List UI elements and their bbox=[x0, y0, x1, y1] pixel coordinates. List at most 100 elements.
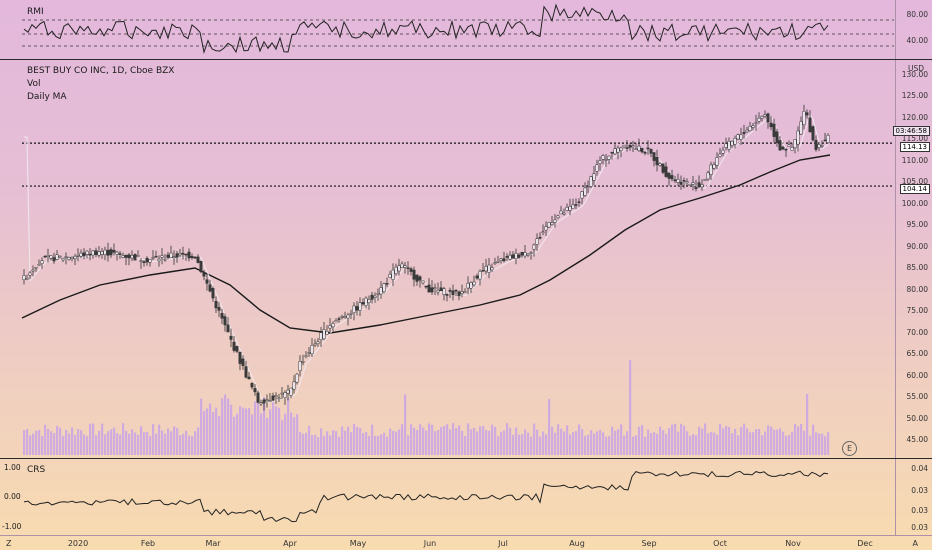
volume-bar bbox=[773, 429, 776, 455]
candle-body bbox=[310, 345, 314, 355]
volume-bar bbox=[713, 432, 716, 455]
volume-bar bbox=[689, 435, 692, 455]
candle-body bbox=[676, 178, 680, 183]
candle-body bbox=[202, 272, 206, 277]
candle-body bbox=[61, 257, 65, 261]
candle-body bbox=[88, 253, 92, 256]
candle-body bbox=[730, 140, 734, 146]
volume-bar bbox=[554, 432, 557, 455]
auto-scale-button[interactable]: A bbox=[912, 539, 918, 548]
pane-separator-bottom[interactable] bbox=[0, 458, 932, 459]
volume-bar bbox=[308, 425, 311, 455]
volume-bar bbox=[602, 432, 605, 455]
crs-left-tick: 1.00 bbox=[4, 463, 21, 472]
volume-bar bbox=[65, 430, 68, 455]
volume-legend[interactable]: Vol bbox=[27, 79, 41, 89]
pane-separator-top[interactable] bbox=[0, 59, 932, 60]
volume-bar bbox=[809, 435, 812, 455]
candle-body bbox=[250, 382, 254, 388]
volume-bar bbox=[125, 430, 128, 455]
volume-bar bbox=[593, 433, 596, 455]
moving-average-legend[interactable]: Daily MA bbox=[27, 92, 67, 102]
volume-bar bbox=[491, 424, 494, 455]
candle-body bbox=[124, 254, 128, 258]
zoom-corner-button[interactable]: Z bbox=[6, 539, 12, 548]
price-tick: 80.00 bbox=[906, 284, 928, 294]
level-badge-lower: 104.14 bbox=[899, 184, 930, 194]
volume-bar bbox=[368, 435, 371, 455]
candle-body bbox=[187, 251, 191, 259]
volume-bar bbox=[722, 428, 725, 455]
volume-bar bbox=[776, 429, 779, 455]
candle-body bbox=[139, 260, 143, 262]
crs-scale[interactable]: 0.04 0.03 0.03 0.03 bbox=[895, 459, 932, 535]
symbol-title[interactable]: BEST BUY CO INC, 1D, Cboe BZX bbox=[27, 66, 175, 76]
volume-bar bbox=[443, 425, 446, 455]
volume-bar bbox=[89, 423, 92, 455]
price-tick: 55.00 bbox=[906, 392, 928, 402]
volume-bar bbox=[797, 426, 800, 455]
volume-bar bbox=[674, 423, 677, 455]
volume-bar bbox=[812, 424, 815, 455]
candle-body bbox=[166, 254, 170, 258]
candle-body bbox=[571, 204, 575, 209]
candle-body bbox=[703, 179, 707, 181]
volume-bar bbox=[284, 413, 287, 455]
volume-bar bbox=[251, 414, 254, 455]
candle-body bbox=[742, 132, 746, 134]
volume-bar bbox=[521, 434, 524, 455]
candle-body bbox=[364, 297, 368, 306]
candle-body bbox=[253, 388, 257, 393]
volume-bar bbox=[101, 423, 104, 455]
volume-bar bbox=[704, 423, 707, 455]
time-axis[interactable]: Z A 2020 Feb Mar Apr May Jun Jul Aug Sep… bbox=[0, 535, 932, 551]
volume-bar bbox=[71, 427, 74, 455]
volume-bar bbox=[182, 433, 185, 455]
candle-body bbox=[628, 145, 632, 148]
time-label: Jul bbox=[498, 539, 508, 548]
volume-bar bbox=[410, 424, 413, 455]
candle-body bbox=[445, 294, 449, 296]
earnings-event-icon[interactable]: E bbox=[842, 441, 857, 456]
volume-bar bbox=[542, 431, 545, 455]
volume-bar bbox=[728, 427, 731, 455]
candle-body bbox=[298, 361, 302, 371]
candle-body bbox=[229, 335, 233, 340]
volume-bar bbox=[575, 431, 578, 455]
candle-body bbox=[358, 302, 362, 311]
volume-bar bbox=[200, 398, 203, 455]
rmi-price-scale[interactable]: 80.00 40.00 bbox=[895, 0, 932, 59]
volume-bar bbox=[134, 432, 137, 455]
volume-bar bbox=[62, 435, 65, 455]
candle-body bbox=[697, 182, 701, 188]
price-scale[interactable]: USD 130.00 125.00 120.00 115.00 110.00 105.00… bbox=[892, 60, 932, 458]
crs-line bbox=[23, 470, 829, 523]
time-label: Dec bbox=[857, 539, 873, 548]
volume-bar bbox=[461, 430, 464, 455]
candle-body bbox=[373, 295, 377, 298]
candle-body bbox=[388, 273, 392, 278]
candle-body bbox=[37, 263, 41, 266]
candle-body bbox=[799, 121, 803, 135]
volume-bar bbox=[623, 435, 626, 455]
candle-body bbox=[175, 253, 179, 258]
candle-body bbox=[472, 281, 476, 286]
candle-body bbox=[658, 163, 662, 166]
volume-bar bbox=[236, 413, 239, 455]
volume-bar bbox=[392, 430, 395, 455]
candle-body bbox=[226, 324, 230, 333]
volume-bar bbox=[305, 432, 308, 455]
volume-bar bbox=[512, 434, 515, 455]
volume-bar bbox=[557, 424, 560, 455]
price-tick: 120.00 bbox=[901, 112, 928, 122]
volume-bar bbox=[701, 428, 704, 455]
candle-body bbox=[796, 130, 800, 145]
volume-bar bbox=[587, 434, 590, 455]
volume-bar bbox=[665, 433, 668, 455]
volume-bar bbox=[590, 430, 593, 455]
volume-bar bbox=[77, 429, 80, 455]
candle-body bbox=[28, 272, 32, 276]
volume-bar bbox=[83, 434, 86, 455]
